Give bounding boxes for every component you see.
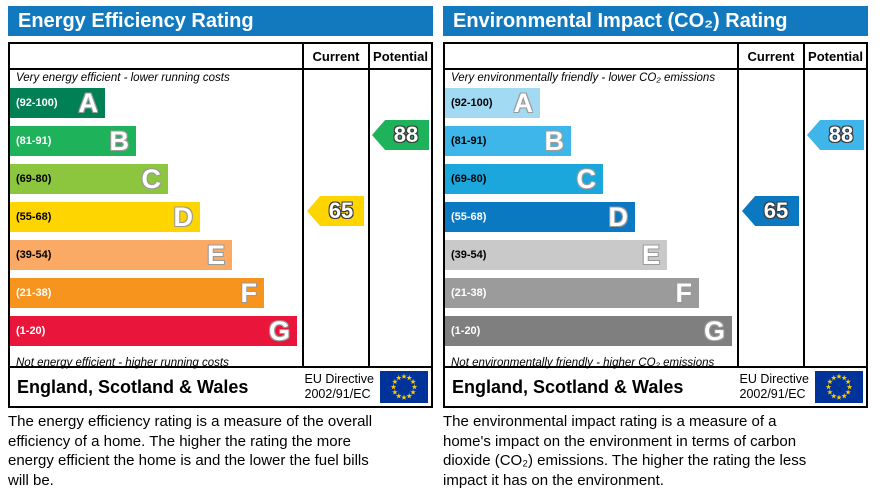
- table-header: Current Potential: [445, 44, 866, 70]
- band-letter: A: [513, 88, 534, 118]
- bottom-caption: Not energy efficient - higher running co…: [16, 357, 229, 369]
- column-divider: [368, 44, 370, 366]
- column-divider: [803, 44, 805, 366]
- band-range-label: (92-100): [451, 97, 493, 109]
- energy-rating-table: Current Potential Very energy efficient …: [8, 42, 433, 408]
- region-label: England, Scotland & Wales: [17, 376, 249, 397]
- potential-rating-arrow: 88: [372, 120, 429, 150]
- band-letter: F: [675, 278, 693, 308]
- band-letter: E: [641, 240, 660, 270]
- top-caption: Very energy efficient - lower running co…: [16, 72, 230, 84]
- rating-band-d: (55-68) D: [10, 202, 200, 232]
- panel-title: Energy Efficiency Rating: [8, 6, 433, 36]
- environmental-rating-table: Current Potential Very environmentally f…: [443, 42, 868, 408]
- rating-band-a: (92-100) A: [10, 88, 105, 118]
- column-header-current: Current: [312, 49, 360, 64]
- rating-band-b: (81-91) B: [10, 126, 136, 156]
- band-letter: G: [268, 316, 290, 346]
- band-letter: D: [608, 202, 629, 232]
- table-footer: England, Scotland & Wales EU Directive 2…: [445, 366, 866, 406]
- environmental-rating-description: The environmental impact rating is a mea…: [443, 413, 807, 489]
- band-letter: A: [78, 88, 99, 118]
- eu-directive-label: EU Directive 2002/91/EC: [304, 372, 374, 401]
- band-range-label: (55-68): [16, 211, 52, 223]
- band-range-label: (81-91): [451, 135, 487, 147]
- rating-band-a: (92-100) A: [445, 88, 540, 118]
- column-header-potential: Potential: [808, 49, 863, 64]
- energy-rating-description: The energy efficiency rating is a measur…: [8, 413, 373, 489]
- band-letter: E: [206, 240, 225, 270]
- band-range-label: (69-80): [16, 173, 52, 185]
- rating-band-g: (1-20) G: [445, 316, 732, 346]
- current-rating-arrow: 65: [307, 196, 364, 226]
- eu-directive-label: EU Directive 2002/91/EC: [739, 372, 809, 401]
- band-letter: G: [703, 316, 725, 346]
- band-range-label: (21-38): [16, 287, 52, 299]
- band-letter: C: [576, 164, 597, 194]
- column-divider: [302, 44, 304, 366]
- potential-rating-value: 88: [828, 122, 854, 147]
- energy-efficiency-panel: Energy Efficiency Rating Current Potenti…: [8, 6, 433, 493]
- band-range-label: (1-20): [16, 325, 46, 337]
- current-rating-arrow: 65: [742, 196, 799, 226]
- column-divider: [737, 44, 739, 366]
- region-label: England, Scotland & Wales: [452, 376, 684, 397]
- band-range-label: (69-80): [451, 173, 487, 185]
- band-range-label: (39-54): [16, 249, 52, 261]
- band-range-label: (1-20): [451, 325, 481, 337]
- band-letter: F: [240, 278, 258, 308]
- rating-band-d: (55-68) D: [445, 202, 635, 232]
- potential-rating-value: 88: [393, 122, 419, 147]
- rating-band-c: (69-80) C: [10, 164, 168, 194]
- band-letter: B: [109, 126, 130, 156]
- band-range-label: (81-91): [16, 135, 52, 147]
- band-range-label: (39-54): [451, 249, 487, 261]
- eu-flag-icon: [815, 371, 863, 403]
- panel-title: Environmental Impact (CO₂) Rating: [443, 6, 868, 36]
- band-range-label: (21-38): [451, 287, 487, 299]
- rating-band-b: (81-91) B: [445, 126, 571, 156]
- band-letter: C: [141, 164, 162, 194]
- rating-band-f: (21-38) F: [10, 278, 264, 308]
- bottom-caption: Not environmentally friendly - higher CO…: [451, 357, 715, 369]
- current-rating-value: 65: [328, 198, 354, 223]
- rating-band-e: (39-54) E: [445, 240, 667, 270]
- environmental-impact-panel: Environmental Impact (CO₂) Rating Curren…: [443, 6, 868, 493]
- top-caption: Very environmentally friendly - lower CO…: [451, 72, 716, 84]
- rating-band-g: (1-20) G: [10, 316, 297, 346]
- current-rating-value: 65: [763, 198, 789, 223]
- rating-band-c: (69-80) C: [445, 164, 603, 194]
- rating-band-e: (39-54) E: [10, 240, 232, 270]
- band-letter: B: [544, 126, 565, 156]
- table-footer: England, Scotland & Wales EU Directive 2…: [10, 366, 431, 406]
- potential-rating-arrow: 88: [807, 120, 864, 150]
- column-header-potential: Potential: [373, 49, 428, 64]
- column-header-current: Current: [747, 49, 795, 64]
- eu-flag-icon: [380, 371, 428, 403]
- band-range-label: (55-68): [451, 211, 487, 223]
- band-letter: D: [173, 202, 194, 232]
- table-header: Current Potential: [10, 44, 431, 70]
- rating-band-f: (21-38) F: [445, 278, 699, 308]
- band-range-label: (92-100): [16, 97, 58, 109]
